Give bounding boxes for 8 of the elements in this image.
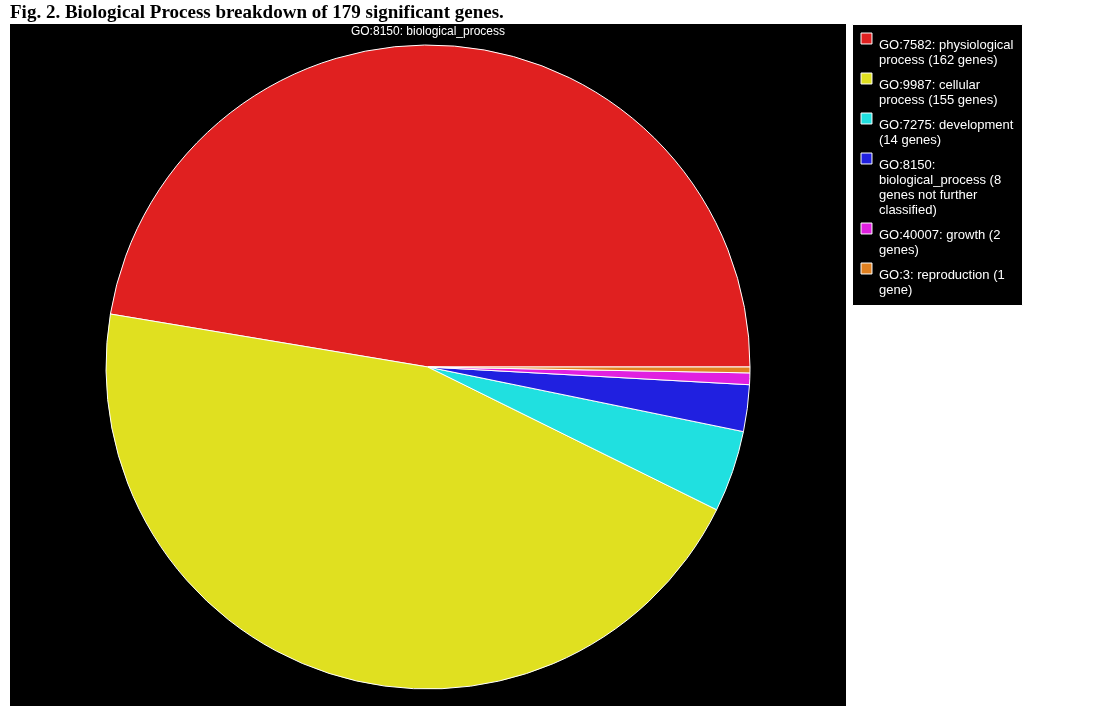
legend-label: GO:8150: biological_process (8 genes not further classified) xyxy=(879,156,1002,217)
chart-title: Fig. 2. Biological Process breakdown of 179 significant genes. xyxy=(10,0,504,22)
legend-label: GO:40007: growth (2 genes) xyxy=(879,226,1001,257)
chart-subtitle: GO:8150: biological_process xyxy=(350,24,506,38)
legend-label: GO:3: reproduction (1 gene) xyxy=(879,266,1005,297)
legend-label: GO:7582: physiological process (162 genes) xyxy=(879,36,1014,67)
legend-label: GO:7275: development (14 genes) xyxy=(879,116,1014,147)
legend-label: GO:9987: cellular process (155 genes) xyxy=(879,76,998,107)
